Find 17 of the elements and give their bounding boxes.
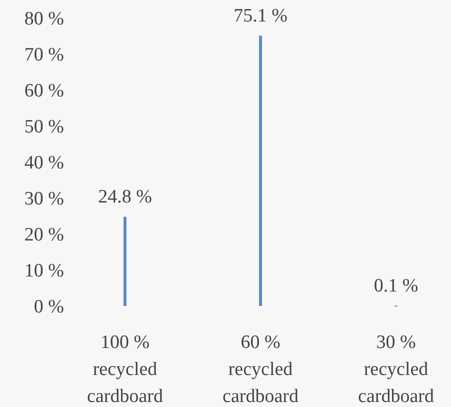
bar <box>259 36 262 306</box>
data-label: 75.1 % <box>234 6 288 27</box>
x-tick-label: 60 % recycled cardboard <box>222 332 299 407</box>
y-tick-label: 0 % <box>34 296 64 318</box>
x-tick-label: 100 % recycled cardboard <box>87 332 164 407</box>
data-label: 0.1 % <box>374 276 418 297</box>
y-tick-label: 80 % <box>24 8 64 30</box>
y-tick-label: 50 % <box>24 116 64 138</box>
y-tick-label: 30 % <box>24 188 64 210</box>
y-tick-label: 70 % <box>24 44 64 66</box>
y-tick-label: 20 % <box>24 224 64 246</box>
x-tick-label: 30 % recycled cardboard <box>358 332 434 407</box>
bar <box>124 216 126 306</box>
y-tick-label: 60 % <box>24 80 64 102</box>
y-tick-label: 10 % <box>24 260 64 282</box>
data-label: 24.8 % <box>98 186 152 208</box>
y-tick-label: 40 % <box>24 152 64 174</box>
